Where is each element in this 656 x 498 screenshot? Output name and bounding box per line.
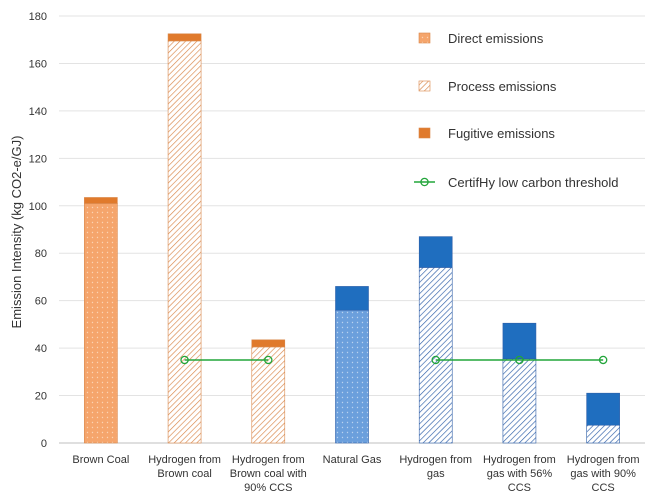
y-tick-label: 100 <box>29 201 47 213</box>
bar-fugitive-emissions <box>84 197 118 204</box>
legend-marker-threshold <box>420 177 429 187</box>
bar-fugitive-emissions <box>167 33 202 42</box>
y-axis-label: Emission Intensity (kg CO2-e/GJ) <box>9 136 24 329</box>
bar-direct-emissions <box>335 309 369 444</box>
bars <box>84 33 620 444</box>
bar-process-emissions <box>167 40 202 444</box>
threshold-lines <box>180 355 608 365</box>
bar-fugitive-emissions <box>335 286 369 311</box>
y-tick-label: 0 <box>41 438 47 450</box>
y-tick-label: 120 <box>29 153 47 165</box>
y-tick-label: 160 <box>29 58 47 70</box>
bar-process-emissions <box>502 358 537 444</box>
threshold-marker <box>264 355 273 365</box>
y-axis-ticks: 0 20 40 60 80 100 120 140 160 180 <box>29 11 47 450</box>
gridlines <box>59 15 645 444</box>
legend-label-threshold: CertifHy low carbon threshold <box>448 175 619 190</box>
legend: Direct emissions Process emissions Fugitiv… <box>414 31 619 190</box>
x-tick-label: Brown Coal <box>72 454 129 466</box>
legend-label-fugitive: Fugitive emissions <box>448 126 555 141</box>
bar-process-emissions <box>251 346 286 444</box>
bar-fugitive-emissions <box>502 322 537 360</box>
legend-swatch-process <box>418 80 431 92</box>
y-tick-label: 140 <box>29 106 47 118</box>
legend-label-direct: Direct emissions <box>448 31 544 46</box>
threshold-marker <box>598 355 608 365</box>
x-tick-label: Hydrogen from Brown coal <box>148 454 221 480</box>
x-tick-label: Hydrogen from gas with 90% CCS <box>567 454 640 494</box>
x-tick-label: Hydrogen from gas <box>399 454 472 480</box>
y-tick-label: 20 <box>35 391 47 403</box>
y-tick-label: 80 <box>35 248 47 260</box>
bar-process-emissions <box>418 267 453 444</box>
bar-fugitive-emissions <box>418 236 453 268</box>
threshold-marker <box>431 355 440 365</box>
bar-fugitive-emissions <box>586 392 620 426</box>
y-tick-label: 60 <box>35 296 47 308</box>
y-tick-label: 180 <box>29 11 47 23</box>
bar-process-emissions <box>586 424 620 444</box>
x-tick-label: Natural Gas <box>323 454 382 466</box>
bar-fugitive-emissions <box>251 339 286 348</box>
x-tick-label: Hydrogen from gas with 56% CCS <box>483 454 556 494</box>
threshold-marker <box>515 355 524 365</box>
legend-label-process: Process emissions <box>448 79 557 94</box>
x-tick-label: Hydrogen from Brown coal with 90% CCS <box>230 454 307 494</box>
legend-swatch-fugitive <box>418 127 431 139</box>
threshold-marker <box>180 355 189 365</box>
bar-direct-emissions <box>84 203 118 444</box>
legend-swatch-direct <box>418 32 431 44</box>
x-axis-labels: Brown Coal Hydrogen from Brown coal Hydroge… <box>72 454 639 494</box>
y-tick-label: 40 <box>35 343 47 355</box>
